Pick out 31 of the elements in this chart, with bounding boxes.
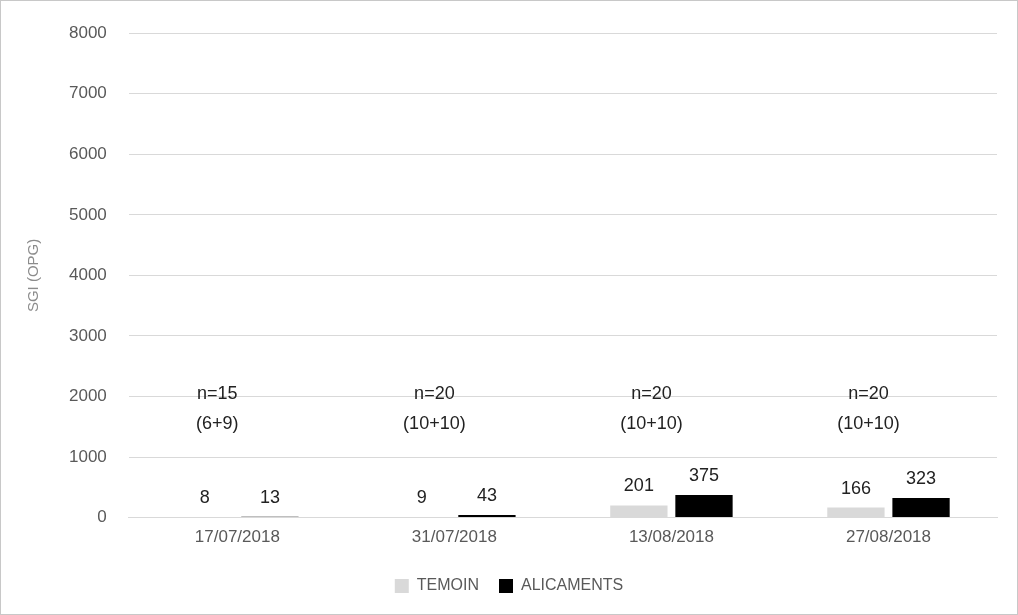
annotation: n=20 (10+10) [837,383,900,434]
legend-label: TEMOIN [416,576,479,594]
annotation: n=20 (10+10) [620,383,683,434]
y-axis-title: SGI (OPG) [24,238,42,313]
y-tick-label: 7000 [68,83,107,103]
x-tick-label: 31/07/2018 [411,527,497,547]
bar [458,515,516,518]
data-label: 43 [476,484,497,505]
y-tick-label: 0 [97,507,107,527]
y-tick-label: 6000 [68,143,107,163]
x-tick-label: 17/07/2018 [194,527,280,547]
data-label: 375 [688,464,720,485]
bar [892,498,950,518]
data-label: 323 [906,468,937,489]
data-label: 13 [259,486,280,507]
data-label: 8 [199,487,210,508]
legend-label: ALICAMENTS [520,576,624,594]
y-tick-label: 4000 [68,265,107,285]
x-tick-label: 27/08/2018 [845,527,932,547]
bar [675,494,733,518]
data-label: 166 [840,477,871,498]
annotation: n=15 (6+9) [196,383,239,434]
y-tick-label: 8000 [68,22,107,42]
data-label: 9 [416,487,427,508]
y-tick-label: 2000 [68,386,107,406]
annotation: n=20 (10+10) [403,383,466,434]
x-tick-label: 13/08/2018 [628,527,714,547]
y-tick-label: 3000 [68,325,107,345]
y-tick-label: 5000 [68,204,107,224]
y-tick-label: 1000 [68,446,107,466]
data-label: 201 [623,475,654,496]
